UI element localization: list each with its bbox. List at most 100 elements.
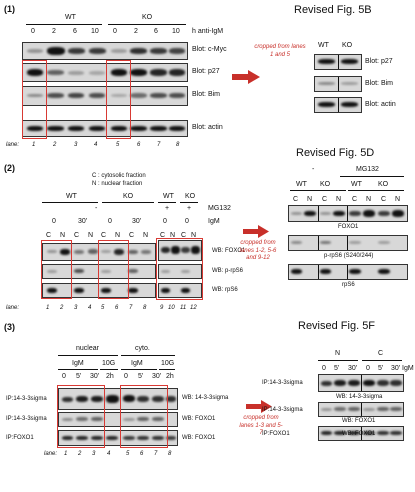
group-underline [180, 202, 198, 203]
crop-note: cropped from lanes 1-2, 5-6 and 9-12 [239, 240, 277, 261]
group-underline [158, 202, 176, 203]
timepoint-label: 5' [76, 373, 82, 380]
fraction-label: N [143, 232, 149, 239]
lane-number: 12 [190, 305, 197, 311]
timepoint-label: 0 [113, 28, 117, 35]
fraction-label: C [101, 232, 107, 239]
group-underline [159, 369, 175, 370]
timepoint-label: 5' [334, 365, 340, 372]
subgroup-label: IgM [72, 360, 84, 367]
fraction-label: N [336, 196, 342, 203]
wb-label: WB: FOXO1 [342, 418, 376, 424]
revised-blot-foxo1-b [318, 426, 404, 441]
igm-value: 30' [132, 218, 142, 225]
crop-box-lane-1 [22, 60, 47, 139]
lane-number: 3 [92, 451, 96, 457]
fraction-label: N [60, 232, 66, 239]
timepoint-label: 0 [31, 28, 35, 35]
blot-rps6-mg132 [158, 283, 202, 298]
blot-rps6 [42, 283, 156, 298]
group-underline [58, 369, 98, 370]
timepoint-label: 0 [322, 365, 326, 372]
group-label-cyto: cyto. [135, 345, 150, 352]
igm-value: 30' [78, 218, 88, 225]
lane-number: 4 [94, 142, 98, 148]
fraction-label: C [381, 196, 387, 203]
blot-ip-1433-wb-1433 [58, 388, 178, 410]
group-label-c: C [378, 350, 384, 357]
blot-p27 [22, 63, 188, 82]
fraction-label: N [115, 232, 121, 239]
revised-title: Revised Fig. 5B [294, 4, 372, 16]
revised-blot-foxo1-a [318, 402, 404, 417]
group-label-n: N [335, 350, 341, 357]
lane-number: 2 [53, 142, 57, 148]
group-underline [340, 176, 404, 177]
subgroup-label: 10G [161, 360, 175, 367]
group-label-ko: KO [185, 193, 196, 200]
blot-label: WB: rpS6 [212, 287, 238, 293]
subgroup-label: 10G [102, 360, 116, 367]
group-underline [348, 190, 404, 191]
fraction-label: N [395, 196, 401, 203]
blot-cmyc [22, 42, 188, 60]
timepoint-label: 10 [91, 28, 99, 35]
timepoint-label: 2h [106, 373, 114, 380]
wb-label: WB: 14-3-3sigma [182, 395, 229, 401]
fraction-label: C [181, 232, 187, 239]
blot-label: Blot: p27 [365, 58, 393, 65]
group-label-nuclear: nuclear [76, 345, 99, 352]
fraction-label: N [307, 196, 313, 203]
crop-box-lanes-1-3 [57, 385, 105, 448]
blot-label: Blot: Bim [365, 80, 394, 87]
section-label: (1) [4, 4, 15, 14]
timepoint-label: 2h [166, 373, 174, 380]
group-underline [26, 24, 102, 25]
crop-box-lanes-1-2 [41, 240, 72, 299]
legend-cytosolic: C : cytosolic fraction [92, 173, 146, 179]
lane-number: 8 [176, 142, 180, 148]
revised-blot-p-rps6 [288, 235, 408, 251]
revised-blot-bim [314, 76, 362, 92]
timepoint-label: 5' [138, 373, 144, 380]
arrow-right-icon [246, 400, 272, 413]
group-underline [318, 360, 358, 361]
legend-nuclear: N : nuclear fraction [92, 181, 143, 187]
revised-blot-p27 [314, 54, 362, 70]
lane-number: 4 [88, 305, 92, 311]
lane-number: 5 [101, 305, 105, 311]
fraction-label: N [366, 196, 372, 203]
fraction-label: N [170, 232, 176, 239]
blot-label: WB: FOXO1 [212, 248, 246, 254]
lane-number: 8 [168, 451, 172, 457]
fraction-label: C [129, 232, 135, 239]
wb-label: WB: FOXO1 [182, 435, 216, 441]
revised-blot-rps6 [288, 264, 408, 280]
fraction-label: N [191, 232, 197, 239]
igm-label: IgM [208, 218, 220, 225]
lane-number: 1 [32, 142, 36, 148]
timepoint-label: 30' [348, 365, 358, 372]
blot-p-rps6 [42, 264, 156, 279]
lane-number: 5 [126, 451, 130, 457]
lane-number: 6 [137, 142, 141, 148]
subgroup-label: IgM [131, 360, 143, 367]
revised-blot-actin [314, 97, 362, 113]
lane-number: 11 [180, 305, 187, 311]
crop-note: cropped from lanes 1 and 5 [254, 44, 306, 58]
section-label: (3) [4, 322, 15, 332]
ip-label: IP:14-3-3sigma [262, 407, 303, 413]
timepoint-label: 0 [124, 373, 128, 380]
lane-label: lane: [6, 305, 20, 311]
blot-label: Blot: actin [192, 124, 223, 131]
mg132-label: MG132 [208, 205, 231, 212]
section-label: (2) [4, 163, 15, 173]
arrow-right-icon [232, 70, 260, 84]
group-label-wt: WT [351, 181, 362, 188]
time-unit: IgM [402, 365, 414, 372]
blot-label: Blot: c-Myc [192, 46, 227, 53]
group-underline [102, 202, 154, 203]
ip-label: IP:14-3-3sigma [6, 416, 47, 422]
wb-label: WB: 14-3-3sigma [336, 394, 383, 400]
lane-number: 4 [107, 451, 111, 457]
